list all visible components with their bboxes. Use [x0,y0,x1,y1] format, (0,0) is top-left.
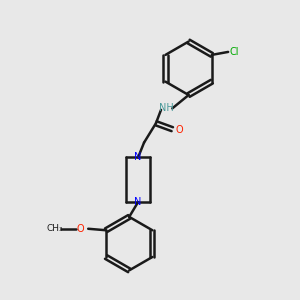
Text: Cl: Cl [229,47,239,57]
Text: CH₃: CH₃ [46,224,63,233]
Text: O: O [76,224,84,234]
Text: N: N [134,152,142,162]
Text: O: O [175,125,183,135]
Text: NH: NH [159,103,174,113]
Text: N: N [134,197,142,207]
